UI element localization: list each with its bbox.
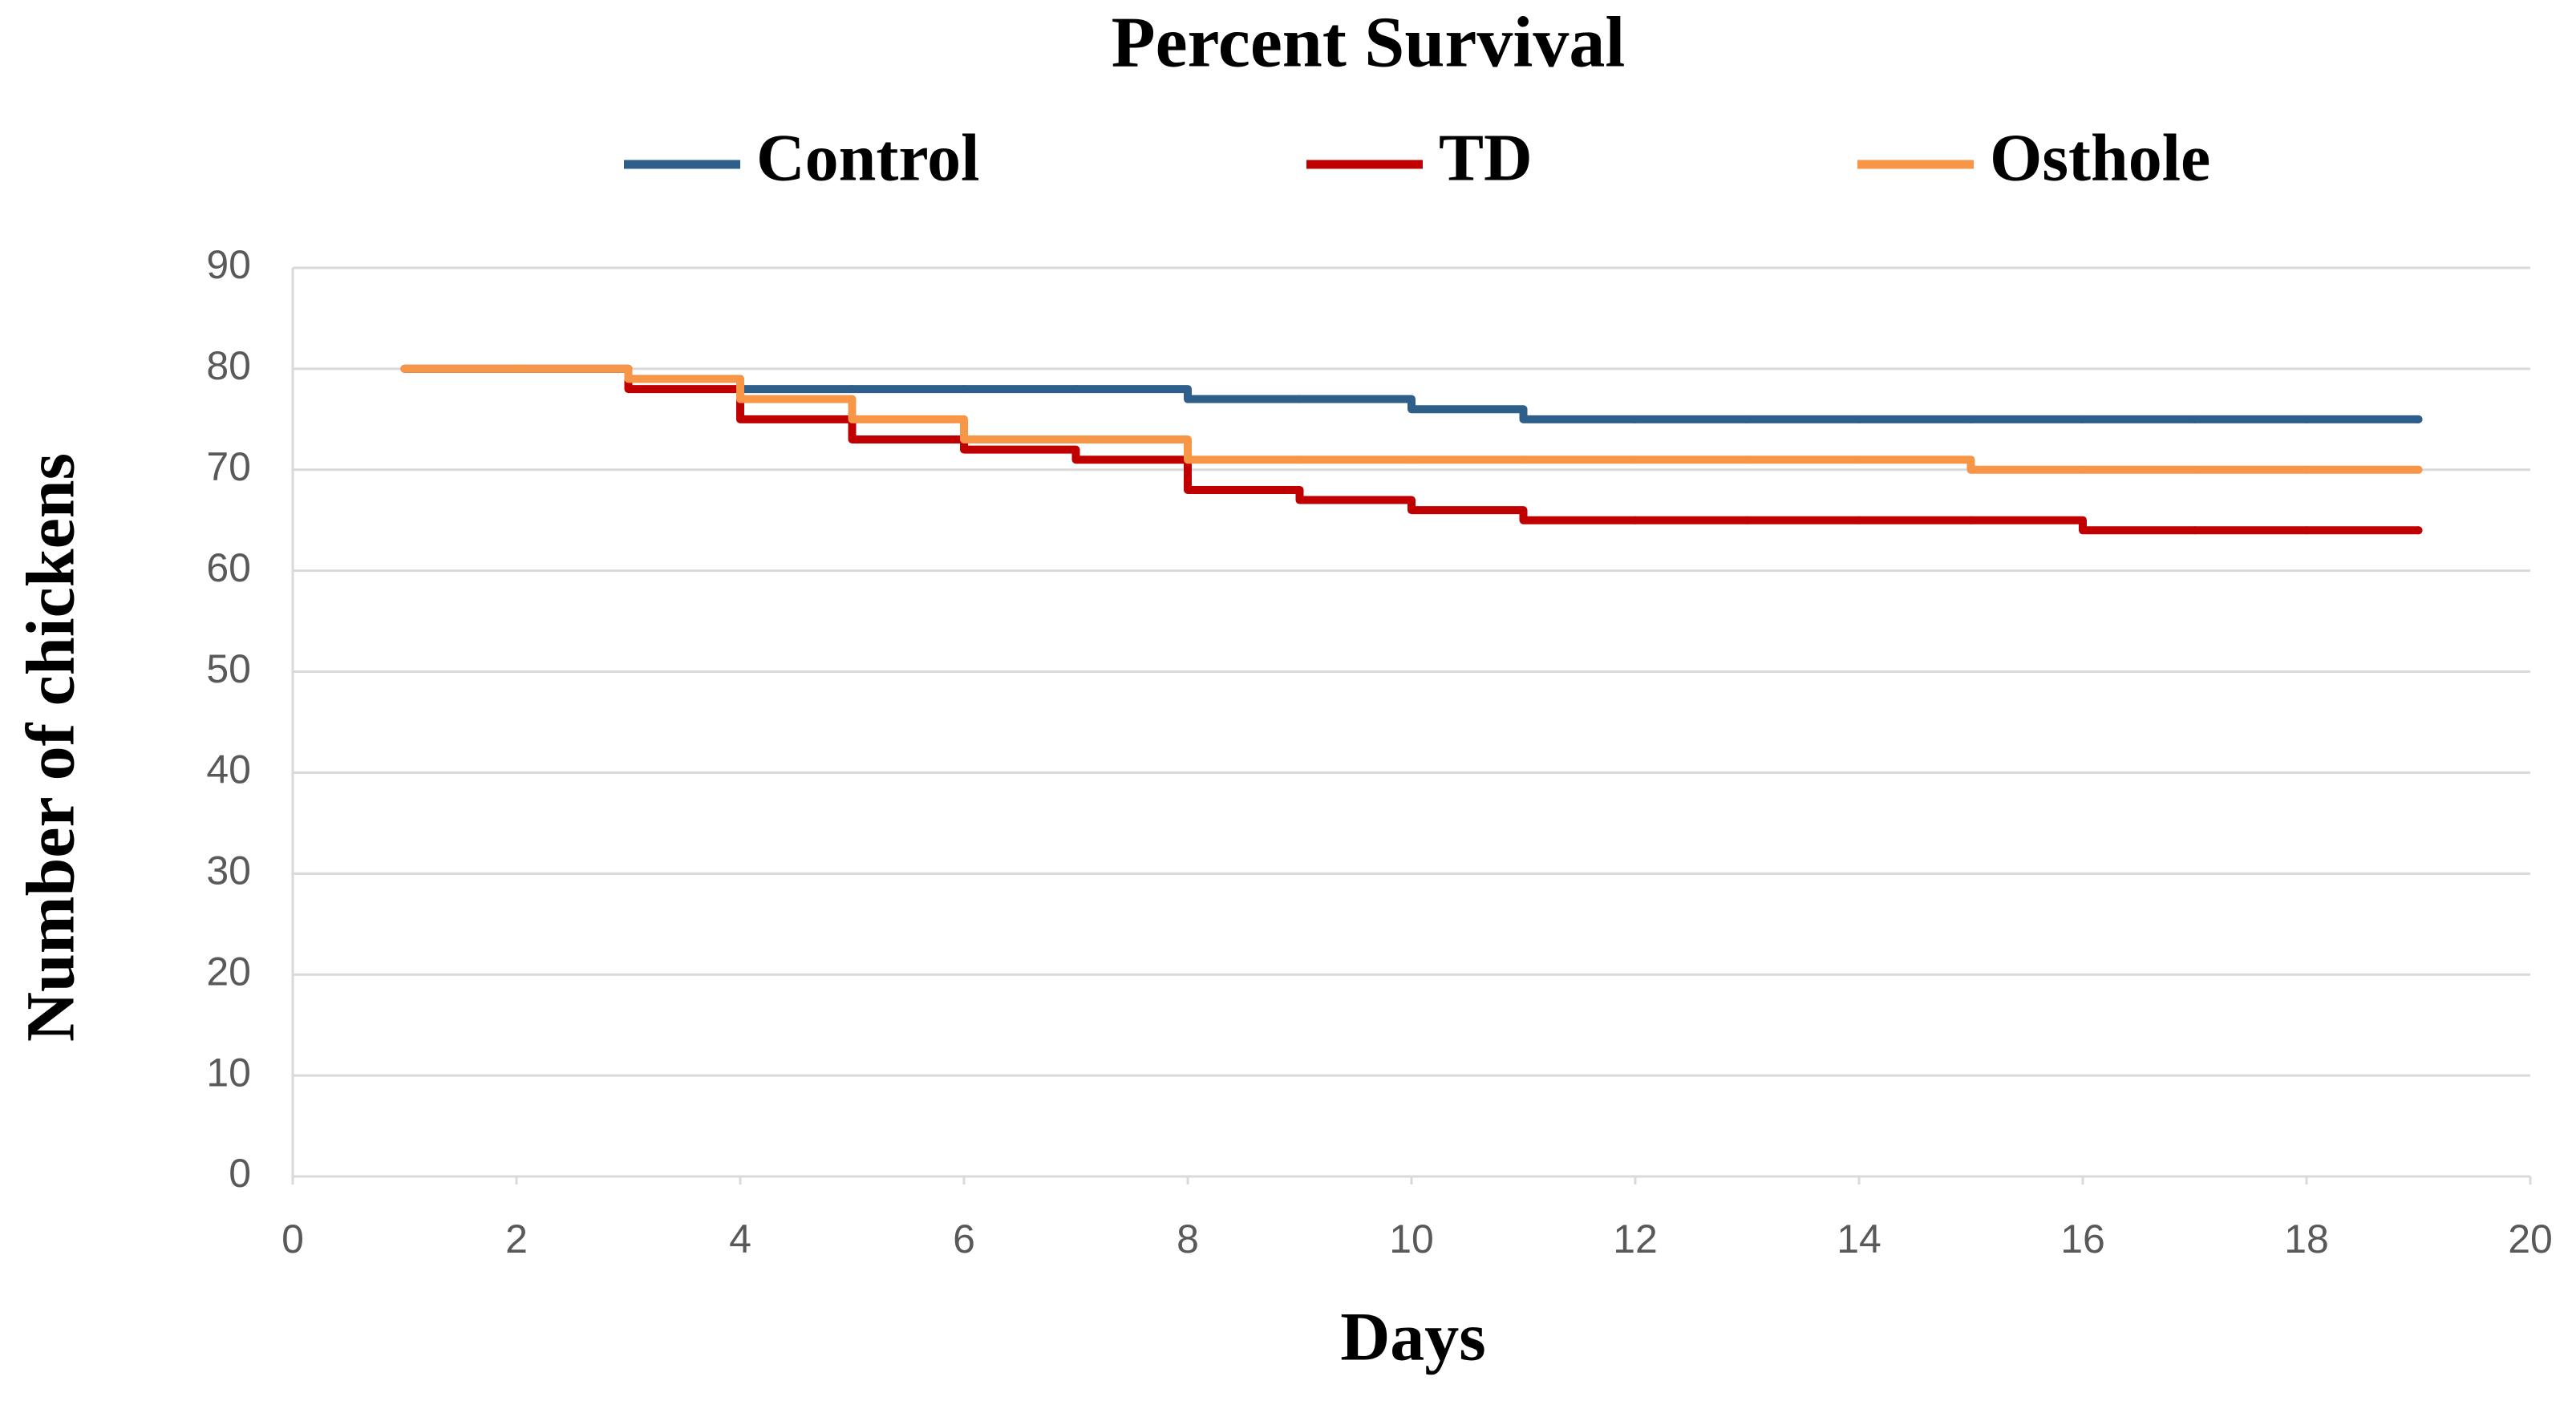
- y-tick-label: 10: [206, 1050, 251, 1095]
- y-tick-label: 0: [229, 1151, 251, 1196]
- y-tick-label: 80: [206, 343, 251, 388]
- x-tick-label: 6: [953, 1217, 975, 1261]
- x-tick-label: 4: [729, 1217, 751, 1261]
- y-tick-label: 20: [206, 949, 251, 994]
- x-tick-label: 0: [281, 1217, 304, 1261]
- y-tick-label: 30: [206, 848, 251, 893]
- y-tick-label: 40: [206, 747, 251, 792]
- y-tick-label: 90: [206, 242, 251, 287]
- y-tick-label: 50: [206, 646, 251, 691]
- x-tick-label: 8: [1177, 1217, 1199, 1261]
- chart-title: Percent Survival: [1112, 3, 1626, 83]
- x-axis-label: Days: [1340, 1298, 1486, 1375]
- y-axis-label: Number of chickens: [12, 453, 89, 1042]
- x-tick-label: 12: [1613, 1217, 1658, 1261]
- x-tick-label: 10: [1389, 1217, 1434, 1261]
- y-tick-label: 70: [206, 444, 251, 489]
- legend-label: Osthole: [1990, 120, 2210, 195]
- x-tick-label: 16: [2060, 1217, 2105, 1261]
- y-tick-label: 60: [206, 545, 251, 590]
- x-tick-label: 20: [2508, 1217, 2553, 1261]
- x-tick-label: 18: [2284, 1217, 2329, 1261]
- legend-label: Control: [756, 120, 979, 195]
- x-tick-label: 2: [505, 1217, 528, 1261]
- x-tick-label: 14: [1837, 1217, 1881, 1261]
- legend-label: TD: [1439, 120, 1533, 195]
